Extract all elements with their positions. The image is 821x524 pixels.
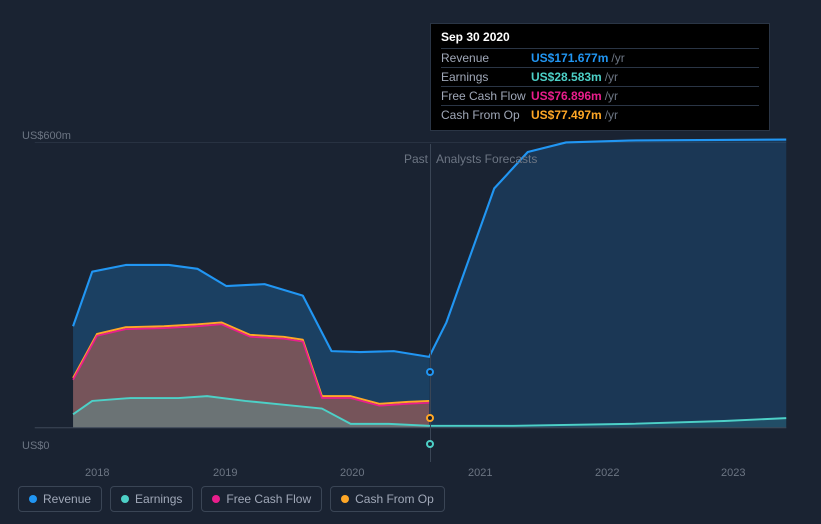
chart-marker	[426, 414, 434, 422]
x-axis-label: 2019	[213, 467, 237, 479]
legend-dot-icon	[121, 495, 129, 503]
legend-item-revenue[interactable]: Revenue	[18, 486, 102, 512]
x-axis-label: 2021	[468, 467, 492, 479]
tooltip-label: Revenue	[441, 51, 531, 65]
legend-item-earnings[interactable]: Earnings	[110, 486, 193, 512]
chart-tooltip: Sep 30 2020 Revenue US$171.677m /yr Earn…	[430, 23, 770, 131]
tooltip-row: Cash From Op US$77.497m /yr	[441, 105, 759, 124]
legend-dot-icon	[212, 495, 220, 503]
legend-dot-icon	[29, 495, 37, 503]
tooltip-date: Sep 30 2020	[441, 30, 759, 44]
tooltip-unit: /yr	[605, 108, 618, 122]
legend-dot-icon	[341, 495, 349, 503]
y-axis-label: US$0	[22, 440, 50, 452]
tooltip-value: US$28.583m	[531, 70, 602, 84]
tooltip-unit: /yr	[605, 70, 618, 84]
chart-marker	[426, 440, 434, 448]
tooltip-row: Free Cash Flow US$76.896m /yr	[441, 86, 759, 105]
chart-container: US$0 US$600m Past Analysts Forecasts 201…	[0, 0, 821, 524]
forecasts-label: Analysts Forecasts	[436, 152, 537, 166]
past-label: Past	[404, 152, 428, 166]
x-axis-label: 2018	[85, 467, 109, 479]
tooltip-row: Revenue US$171.677m /yr	[441, 48, 759, 67]
tooltip-unit: /yr	[605, 89, 618, 103]
tooltip-unit: /yr	[611, 51, 624, 65]
legend-label: Cash From Op	[355, 492, 434, 506]
chart-area: US$0 US$600m Past Analysts Forecasts 201…	[18, 18, 803, 466]
legend-item-fcf[interactable]: Free Cash Flow	[201, 486, 322, 512]
chart-marker	[426, 368, 434, 376]
legend-label: Revenue	[43, 492, 91, 506]
legend-label: Earnings	[135, 492, 182, 506]
legend-label: Free Cash Flow	[226, 492, 311, 506]
legend-item-cfo[interactable]: Cash From Op	[330, 486, 445, 512]
y-axis-label: US$600m	[22, 130, 71, 142]
tooltip-value: US$171.677m	[531, 51, 608, 65]
legend: Revenue Earnings Free Cash Flow Cash Fro…	[18, 486, 445, 512]
tooltip-label: Earnings	[441, 70, 531, 84]
tooltip-label: Cash From Op	[441, 108, 531, 122]
tooltip-row: Earnings US$28.583m /yr	[441, 67, 759, 86]
tooltip-value: US$77.497m	[531, 108, 602, 122]
x-axis-label: 2022	[595, 467, 619, 479]
x-axis-label: 2020	[340, 467, 364, 479]
tooltip-value: US$76.896m	[531, 89, 602, 103]
x-axis-label: 2023	[721, 467, 745, 479]
tooltip-label: Free Cash Flow	[441, 89, 531, 103]
